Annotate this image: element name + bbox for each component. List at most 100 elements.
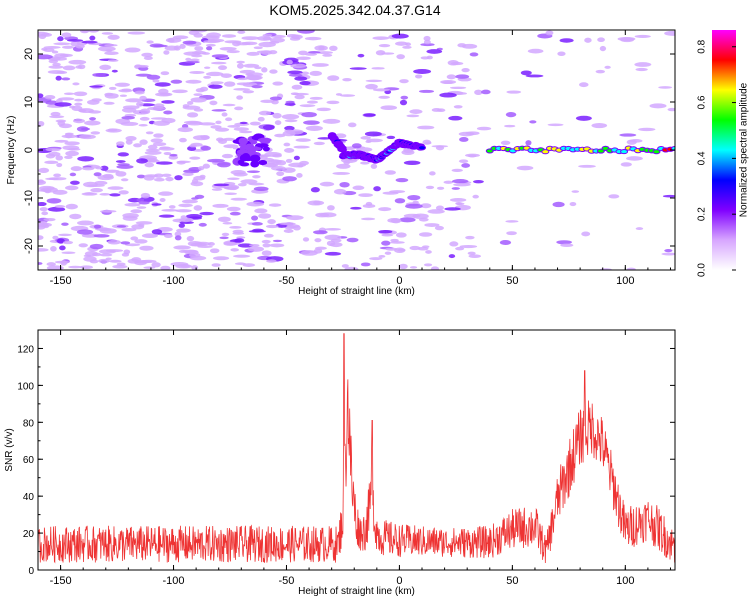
noise-cell bbox=[117, 163, 130, 166]
noise-cell bbox=[262, 36, 272, 41]
noise-cell bbox=[151, 229, 163, 235]
noise-cell bbox=[634, 34, 651, 38]
noise-cell bbox=[327, 205, 335, 211]
noise-cell bbox=[188, 30, 200, 36]
noise-cell bbox=[358, 193, 373, 198]
colorbar-gradient bbox=[712, 30, 736, 270]
noise-cell bbox=[226, 50, 240, 54]
noise-cell bbox=[296, 173, 303, 178]
noise-cell bbox=[211, 109, 227, 112]
noise-cell bbox=[175, 209, 192, 213]
noise-cell bbox=[424, 223, 440, 227]
noise-cell bbox=[93, 172, 102, 177]
noise-cell bbox=[453, 105, 463, 109]
noise-cell bbox=[387, 217, 401, 223]
noise-cell bbox=[250, 160, 260, 168]
noise-cell bbox=[92, 72, 106, 77]
y-tick-label: 10 bbox=[23, 96, 35, 108]
noise-cell bbox=[649, 103, 667, 109]
noise-cell bbox=[314, 246, 327, 250]
noise-cell bbox=[221, 153, 234, 159]
noise-cell bbox=[395, 41, 408, 46]
noise-cell bbox=[81, 40, 98, 44]
noise-cell bbox=[457, 43, 467, 48]
noise-cell bbox=[189, 58, 200, 62]
noise-cell bbox=[529, 120, 537, 124]
noise-cell bbox=[173, 245, 191, 250]
noise-cell bbox=[189, 144, 198, 148]
noise-cell bbox=[115, 160, 126, 163]
noise-cell bbox=[98, 46, 116, 52]
noise-cell bbox=[47, 206, 66, 212]
noise-cell bbox=[55, 155, 63, 161]
noise-cell bbox=[108, 86, 117, 90]
noise-cell bbox=[133, 143, 142, 148]
noise-cell bbox=[219, 46, 237, 51]
noise-cell bbox=[96, 227, 112, 232]
noise-cell bbox=[439, 92, 457, 98]
noise-cell bbox=[199, 174, 206, 179]
noise-cell bbox=[634, 62, 652, 67]
noise-cell bbox=[314, 238, 322, 243]
noise-cell bbox=[39, 220, 48, 227]
noise-cell bbox=[260, 50, 273, 55]
noise-cell bbox=[504, 124, 516, 128]
noise-cell bbox=[160, 265, 171, 270]
noise-cell bbox=[186, 112, 199, 118]
noise-cell bbox=[120, 178, 129, 182]
noise-cell bbox=[293, 155, 300, 161]
noise-cell bbox=[239, 162, 250, 167]
noise-cell bbox=[58, 97, 75, 101]
noise-cell bbox=[378, 43, 391, 48]
noise-cell bbox=[405, 203, 423, 209]
noise-cell bbox=[617, 36, 636, 42]
noise-cell bbox=[339, 94, 356, 97]
noise-cell bbox=[418, 89, 435, 93]
noise-cell bbox=[664, 30, 675, 36]
noise-cell bbox=[74, 98, 83, 102]
noise-cell bbox=[63, 92, 75, 96]
noise-cell bbox=[207, 242, 215, 246]
noise-cell bbox=[248, 243, 260, 247]
noise-cell bbox=[366, 138, 383, 143]
noise-cell bbox=[143, 56, 153, 61]
noise-cell bbox=[65, 132, 73, 139]
noise-cell bbox=[99, 253, 113, 257]
noise-cell bbox=[619, 133, 637, 137]
noise-cell bbox=[92, 252, 102, 257]
x-tick-label: 0 bbox=[396, 275, 402, 287]
noise-cell bbox=[116, 164, 134, 169]
noise-cell bbox=[455, 202, 465, 206]
noise-cell bbox=[50, 111, 61, 117]
y-tick-label: 120 bbox=[17, 344, 34, 355]
noise-cell bbox=[349, 67, 367, 70]
noise-cell bbox=[153, 44, 168, 48]
noise-cell bbox=[141, 52, 153, 58]
noise-cell bbox=[152, 142, 167, 147]
noise-cell bbox=[451, 179, 469, 184]
noise-cell bbox=[178, 203, 193, 208]
noise-cell bbox=[236, 63, 244, 69]
noise-cell bbox=[125, 136, 137, 141]
noise-cell bbox=[472, 194, 479, 199]
noise-cell bbox=[107, 186, 124, 190]
colorbar: 0.0 0.2 0.4 0.6 0.8 Normalized spectral ampli… bbox=[697, 30, 750, 277]
noise-cell bbox=[360, 161, 370, 165]
noise-cell bbox=[163, 50, 170, 55]
noise-cell bbox=[44, 94, 56, 100]
y-tick-label: 0 bbox=[23, 147, 35, 153]
noise-cell bbox=[262, 146, 270, 152]
noise-cell bbox=[58, 233, 72, 237]
noise-cell bbox=[80, 30, 90, 34]
noise-cell bbox=[177, 127, 193, 133]
noise-cell bbox=[257, 137, 272, 143]
noise-cell bbox=[658, 86, 673, 89]
noise-cell bbox=[373, 186, 381, 192]
noise-cell bbox=[217, 216, 231, 223]
noise-cell bbox=[176, 160, 186, 165]
noise-cell bbox=[191, 197, 199, 200]
colorbar-tick-label: 0.8 bbox=[697, 39, 708, 53]
noise-cell bbox=[145, 131, 154, 135]
noise-cell bbox=[362, 203, 376, 208]
noise-cell bbox=[282, 176, 297, 182]
